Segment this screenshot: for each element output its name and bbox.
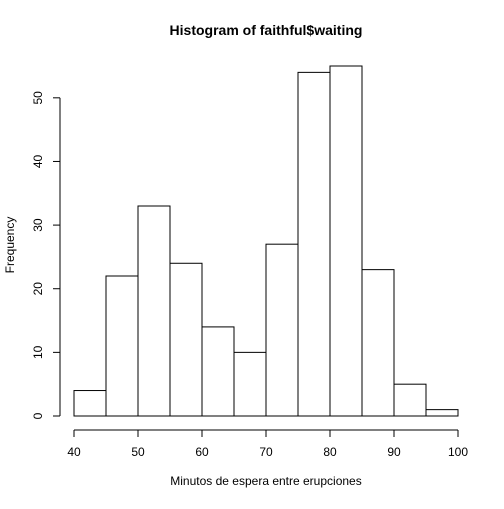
histogram-bar (73, 390, 107, 417)
y-tick-label: 50 (31, 91, 45, 105)
x-tick-label: 50 (131, 445, 145, 459)
y-tick-label: 40 (31, 154, 45, 168)
histogram-bar (297, 71, 331, 417)
y-tick-label: 10 (31, 345, 45, 359)
x-tick-label: 80 (323, 445, 337, 459)
y-axis-label: Frequency (3, 217, 17, 274)
histogram-bar (201, 326, 235, 417)
x-tick-label: 90 (387, 445, 401, 459)
histogram-bar (361, 269, 395, 417)
x-tick-label: 60 (195, 445, 209, 459)
histogram-bar (393, 383, 427, 417)
histogram-bar (169, 262, 203, 417)
x-tick-label: 70 (259, 445, 273, 459)
y-tick-label: 0 (31, 412, 45, 419)
histogram-bar (265, 243, 299, 417)
histogram-bar (105, 275, 139, 417)
chart-title: Histogram of faithful$waiting (170, 22, 363, 38)
histogram-bar (329, 65, 363, 417)
histogram-bar (425, 409, 459, 417)
y-tick-label: 30 (31, 218, 45, 232)
histogram-bar (233, 351, 267, 417)
y-axis: 0 10 20 30 40 50 (31, 91, 61, 419)
y-tick-label: 20 (31, 282, 45, 296)
histogram-bars (73, 65, 459, 417)
x-tick-label: 100 (448, 445, 468, 459)
histogram-bar (137, 205, 171, 417)
x-axis-label: Minutos de espera entre erupciones (170, 474, 361, 488)
x-axis: 40 50 60 70 80 90 100 (67, 429, 468, 459)
x-tick-label: 40 (67, 445, 81, 459)
